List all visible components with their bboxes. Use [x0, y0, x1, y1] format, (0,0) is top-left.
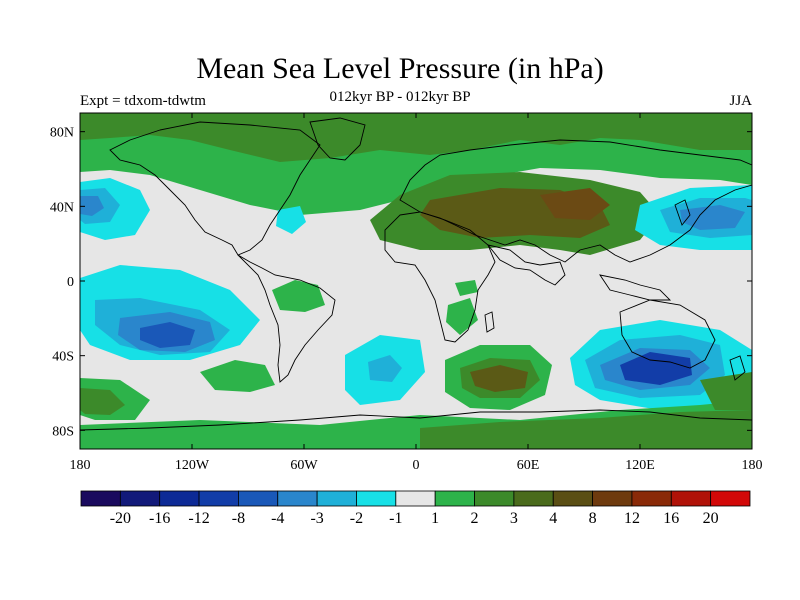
lon-tick-label: 0	[413, 458, 420, 473]
lat-tick-label: 40S	[52, 350, 74, 365]
colorbar-label: 12	[624, 510, 640, 527]
colorbar-swatch	[80, 490, 121, 507]
coastline-4	[384, 211, 496, 343]
lat-tick-label: 80N	[50, 126, 74, 141]
lon-tick-label: 60E	[517, 458, 540, 473]
colorbar-swatch	[277, 490, 318, 507]
south-indian-neg4	[620, 352, 692, 385]
colorbar-swatch	[238, 490, 279, 507]
lon-tick-label: 120E	[625, 458, 655, 473]
colorbar-label: -16	[149, 510, 170, 527]
colorbar-label: 1	[431, 510, 439, 527]
colorbar-swatch	[434, 490, 475, 507]
colorbar-label: 8	[589, 510, 597, 527]
colorbar-label: -8	[232, 510, 245, 527]
colorbar-swatch	[159, 490, 200, 507]
colorbar-label: 4	[549, 510, 557, 527]
coastline-1	[309, 117, 366, 161]
coastline-5	[484, 311, 495, 333]
colorbar-label: -20	[110, 510, 131, 527]
lon-tick-label: 180	[742, 458, 763, 473]
south-america-pos	[272, 280, 325, 312]
coastline-3	[399, 139, 752, 263]
lon-tick-label: 60W	[290, 458, 318, 473]
colorbar-swatch	[710, 490, 751, 507]
map-subtitle: 012kyr BP - 012kyr BP	[329, 89, 471, 105]
south-atlantic-neg2	[368, 355, 402, 382]
colorbar-swatch	[592, 490, 633, 507]
colorbar-label: -3	[310, 510, 323, 527]
axis-ticks: 80N 40N 0 40S 80S 180 120W 60W 0 60E 120E 180	[50, 113, 763, 473]
antarctic-core	[420, 410, 752, 449]
colorbar-label: 2	[471, 510, 479, 527]
tasman-pos	[700, 372, 752, 410]
coastline-8	[674, 199, 691, 226]
colorbar-label: -12	[188, 510, 209, 527]
colorbar-swatch	[198, 490, 239, 507]
coastline-9	[619, 299, 716, 369]
atlantic-neg	[276, 206, 306, 234]
colorbar-label: 16	[663, 510, 679, 527]
south-indian-pos3	[470, 365, 528, 392]
asia-max	[540, 188, 610, 220]
colorbar-swatch	[631, 490, 672, 507]
coastline-7	[599, 274, 672, 301]
ne-pacific-neg3	[80, 196, 104, 216]
south-africa-pos	[446, 298, 478, 335]
lat-tick-label: 80S	[52, 424, 74, 439]
coastline-11	[80, 409, 752, 431]
coastline-2	[237, 254, 336, 383]
lon-tick-label: 180	[70, 458, 91, 473]
pressure-field	[80, 113, 752, 449]
colorbar-label: -1	[389, 510, 402, 527]
colorbar-label: 3	[510, 510, 518, 527]
colorbar-swatch	[552, 490, 593, 507]
colorbar-swatch	[119, 490, 161, 507]
colorbar-swatch	[395, 490, 436, 507]
experiment-label: Expt = tdxom-tdwtm	[80, 93, 206, 109]
colorbar-swatch	[670, 490, 712, 507]
map-title: Mean Sea Level Pressure (in hPa)	[196, 52, 604, 85]
coastline-10	[729, 355, 746, 381]
colorbar-swatch	[356, 490, 397, 507]
coastline-6	[486, 244, 566, 286]
nw-pacific-neg3	[680, 205, 745, 230]
sw-pacific-pos2	[80, 388, 125, 415]
colorbar-swatch	[316, 490, 357, 507]
colorbar-swatch	[474, 490, 515, 507]
colorbar-label: -4	[271, 510, 284, 527]
south-pacific-neg4	[140, 322, 195, 348]
lat-tick-label: 40N	[50, 200, 74, 215]
lat-tick-label: 0	[67, 275, 74, 290]
season-label: JJA	[729, 93, 752, 109]
africa-pos-small	[455, 280, 478, 296]
colorbar-label: 20	[703, 510, 719, 527]
lon-tick-label: 120W	[175, 458, 210, 473]
colorbar-label: -2	[350, 510, 363, 527]
coastlines	[80, 117, 752, 431]
se-pacific-pos	[200, 360, 275, 392]
colorbar-swatch	[513, 490, 554, 507]
